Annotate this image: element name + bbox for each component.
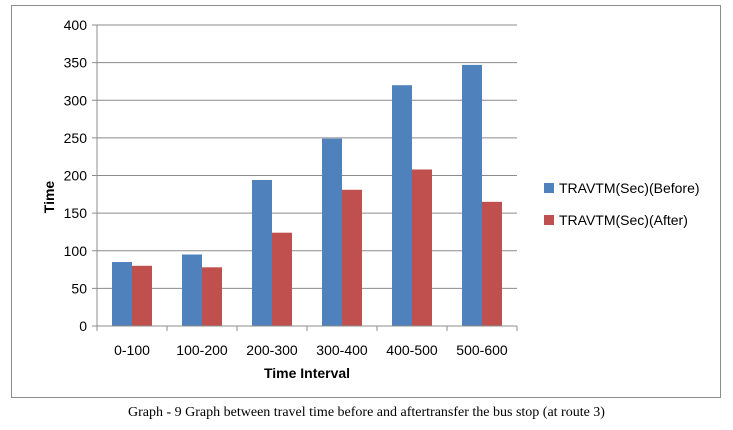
legend-label: TRAVTM(Sec)(After): [559, 212, 688, 228]
bar-before: [322, 138, 342, 326]
bar-before: [182, 254, 202, 326]
x-tick-labels: 0-100 100-200 200-300 300-400 400-500 500-600: [114, 342, 508, 358]
bar-after: [132, 265, 152, 326]
axes: [96, 25, 518, 331]
x-tick-label: 400-500: [386, 342, 438, 358]
bar-chart: 0 50 100 150 200 250 300 350 400 0-100 100-200 200…: [41, 17, 700, 381]
x-tick-label: 100-200: [176, 342, 228, 358]
y-tick-label: 50: [71, 280, 87, 296]
bar-after: [272, 232, 292, 326]
bars: [112, 64, 502, 326]
y-tick-labels: 0 50 100 150 200 250 300 350 400: [64, 17, 88, 334]
y-tick-label: 0: [79, 318, 87, 334]
gridlines: [92, 24, 517, 327]
y-axis-label: Time: [41, 181, 57, 214]
bar-before: [462, 64, 482, 326]
y-tick-label: 150: [64, 205, 88, 221]
y-tick-label: 350: [64, 55, 88, 71]
legend-label: TRAVTM(Sec)(Before): [559, 180, 700, 196]
bar-before: [112, 262, 132, 326]
legend-swatch: [544, 215, 554, 225]
legend: TRAVTM(Sec)(Before) TRAVTM(Sec)(After): [544, 180, 700, 228]
x-tick-label: 0-100: [114, 342, 150, 358]
legend-swatch: [544, 183, 554, 193]
bar-after: [482, 201, 502, 326]
y-tick-label: 200: [64, 168, 88, 184]
figure-caption: Graph - 9 Graph between travel time befo…: [128, 405, 605, 420]
y-tick-label: 300: [64, 92, 88, 108]
bar-after: [412, 169, 432, 326]
x-tick-label: 300-400: [316, 342, 368, 358]
x-axis-label: Time Interval: [264, 365, 350, 381]
y-tick-label: 400: [64, 17, 88, 33]
x-tick-label: 500-600: [456, 342, 508, 358]
y-tick-label: 250: [64, 130, 88, 146]
bar-before: [392, 85, 412, 326]
x-tick-label: 200-300: [246, 342, 298, 358]
bar-after: [202, 267, 222, 326]
bar-after: [342, 189, 362, 326]
bar-before: [252, 180, 272, 326]
chart-frame: [11, 5, 721, 398]
y-tick-label: 100: [64, 243, 88, 259]
